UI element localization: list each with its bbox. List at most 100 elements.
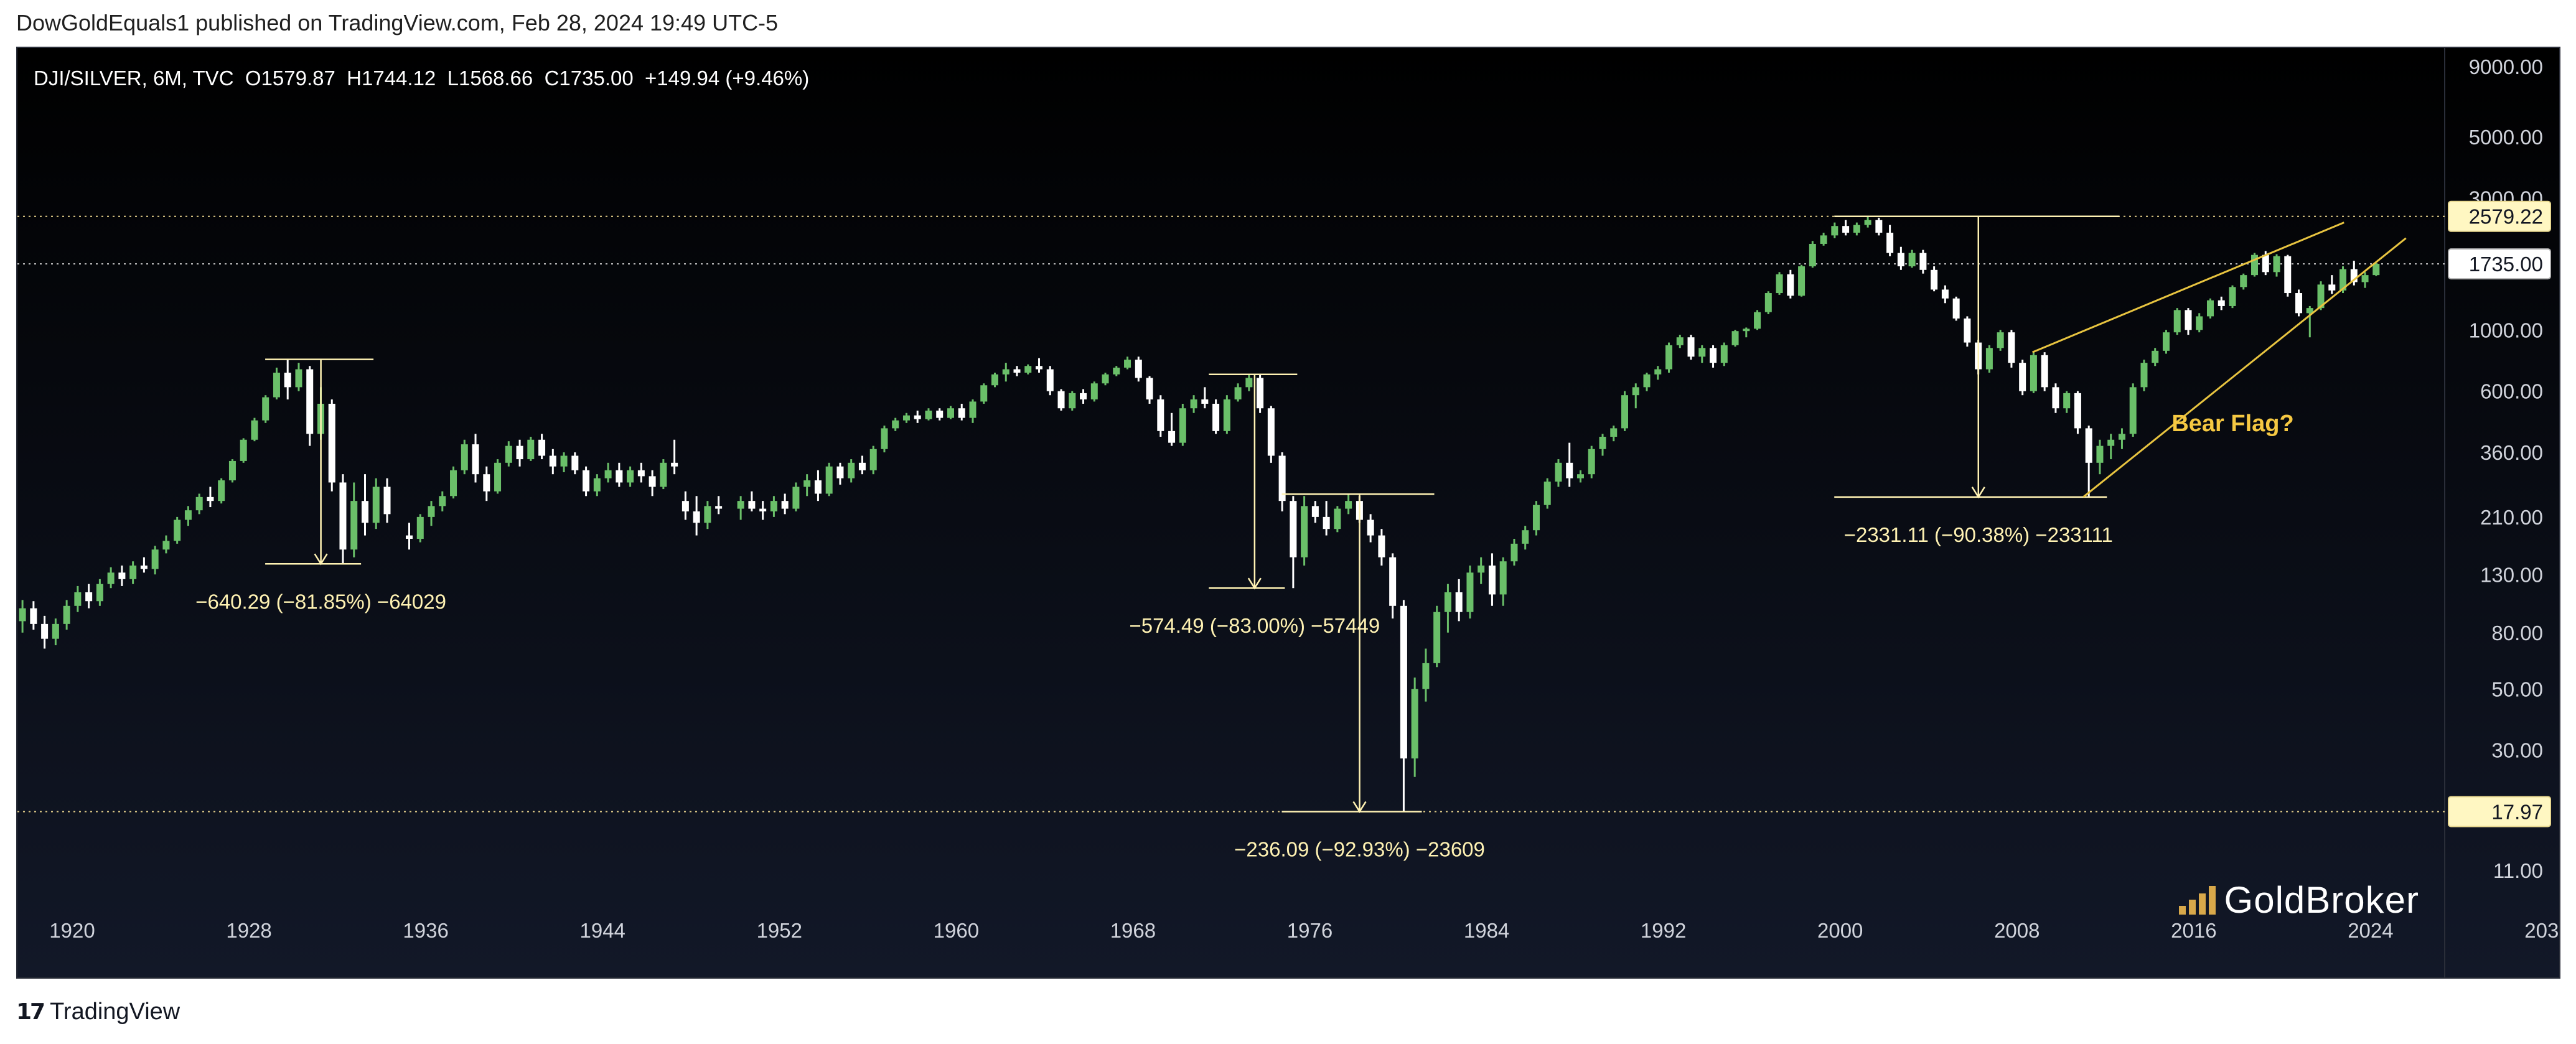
price-label-box-0 [2448,200,2551,232]
candle-body-148 [1621,395,1629,429]
candle-body-76 [825,466,833,494]
candle-body-26 [251,420,258,440]
candle-body-120 [1311,506,1319,517]
candle-body-155 [1698,348,1706,357]
trendline-1 [2082,237,2407,498]
candle-body-7 [41,623,49,639]
x-tick-label-12: 2016 [2171,919,2216,942]
candle-body-102 [1113,367,1120,375]
candle-body-5 [19,608,26,622]
measure-arrow-0 [314,553,328,566]
candle-body-55 [583,470,590,492]
candle-body-113 [1234,387,1242,399]
y-tick-label-3: 1000.00 [2469,319,2543,342]
candle-body-198 [2173,310,2181,333]
candle-body-62 [660,462,667,487]
candle-body-151 [1654,369,1662,375]
candle-body-63 [671,462,678,467]
candle-body-193 [2118,434,2125,440]
candle-body-86 [936,410,944,418]
candle-body-73 [792,487,800,509]
y-tick-label-0: 9000.00 [2469,55,2543,78]
candle-body-112 [1223,399,1230,431]
chart-frame[interactable]: −640.29 (−81.85%) −64029 −574.49 (−83.00%… [16,47,2560,979]
candle-body-169 [1853,225,1860,233]
candle-body-173 [1897,253,1904,267]
candle-body-97 [1057,391,1065,409]
candle-body-206 [2262,254,2269,273]
candle-body-13 [107,572,115,584]
candle-body-98 [1069,393,1076,409]
candle-body-175 [1919,253,1927,270]
candle-body-176 [1931,269,1938,290]
bear-flag-label: Bear Flag? [2171,411,2293,437]
candle-body-42 [439,496,446,506]
x-tick-label-9: 1992 [1641,919,1686,942]
candle-body-157 [1720,345,1728,363]
y-tick-label-8: 80.00 [2491,622,2543,645]
candle-body-50 [527,439,535,460]
candle-body-18 [162,541,170,550]
candle-body-94 [1024,366,1032,373]
candle-body-174 [1908,253,1916,267]
candle-body-135 [1478,565,1485,573]
candle-body-105 [1146,378,1153,399]
chart-svg[interactable]: −640.29 (−81.85%) −64029 −574.49 (−83.00%… [17,48,2560,979]
candle-body-30 [295,369,302,388]
candle-body-156 [1710,348,1717,363]
candle-body-209 [2295,293,2303,314]
candle-body-92 [1002,369,1009,375]
candle-body-118 [1290,501,1297,557]
candle-body-123 [1345,501,1352,509]
candle-body-129 [1411,689,1418,759]
candle-body-9 [63,605,70,624]
candle-body-147 [1610,428,1618,437]
x-tick-label-11: 2008 [1994,919,2040,942]
candle-body-25 [240,439,247,461]
candle-body-10 [74,592,82,606]
candle-body-181 [1985,348,1993,370]
y-tick-label-10: 30.00 [2491,739,2543,762]
candle-body-16 [140,565,148,569]
candle-body-51 [538,439,546,456]
candle-body-214 [2350,269,2358,282]
candle-body-168 [1842,226,1850,233]
candle-body-71 [770,501,777,511]
measure-label-3: −2331.11 (−90.38%) −233111 [1844,523,2113,546]
candle-body-117 [1278,455,1286,501]
x-tick-label-0: 1920 [49,919,95,942]
candle-body-132 [1444,592,1451,612]
candle-body-45 [472,444,479,475]
candle-body-106 [1157,399,1164,431]
symbol-legend: DJI/SILVER, 6M, TVC O1579.87 H1744.12 L1… [34,67,810,90]
candle-body-191 [2096,445,2104,463]
candle-body-93 [1013,369,1021,373]
candle-body-40 [416,516,424,539]
candle-body-28 [273,372,280,398]
candle-body-65 [693,511,700,523]
candle-body-99 [1080,393,1087,399]
tradingview-footer[interactable]: 17 TradingView [16,999,180,1025]
candle-body-49 [516,445,523,460]
candle-body-110 [1201,399,1209,404]
candle-body-6 [30,608,37,624]
candle-body-143 [1566,462,1573,478]
x-axis[interactable]: 1920 1928 1936 1944 1952 1960 1968 1976 1984 1992… [49,919,2560,942]
candle-body-202 [2218,300,2225,306]
candle-body-31 [306,369,314,434]
candle-body-61 [649,476,656,487]
candle-body-126 [1378,535,1385,557]
candle-body-109 [1190,399,1197,409]
candle-body-59 [627,470,634,483]
candle-body-108 [1179,408,1186,443]
candle-body-185 [2030,355,2037,391]
candle-body-160 [1754,312,1761,329]
candle-body-211 [2317,284,2325,309]
y-axis[interactable]: 9000.005000.003000.001000.00600.00360.00… [2446,48,2560,979]
candle-body-207 [2273,256,2280,273]
candle-body-22 [207,496,214,501]
candle-body-144 [1576,474,1584,478]
candle-body-64 [681,501,689,511]
x-tick-label-5: 1960 [934,919,979,942]
candle-body-44 [461,444,468,470]
